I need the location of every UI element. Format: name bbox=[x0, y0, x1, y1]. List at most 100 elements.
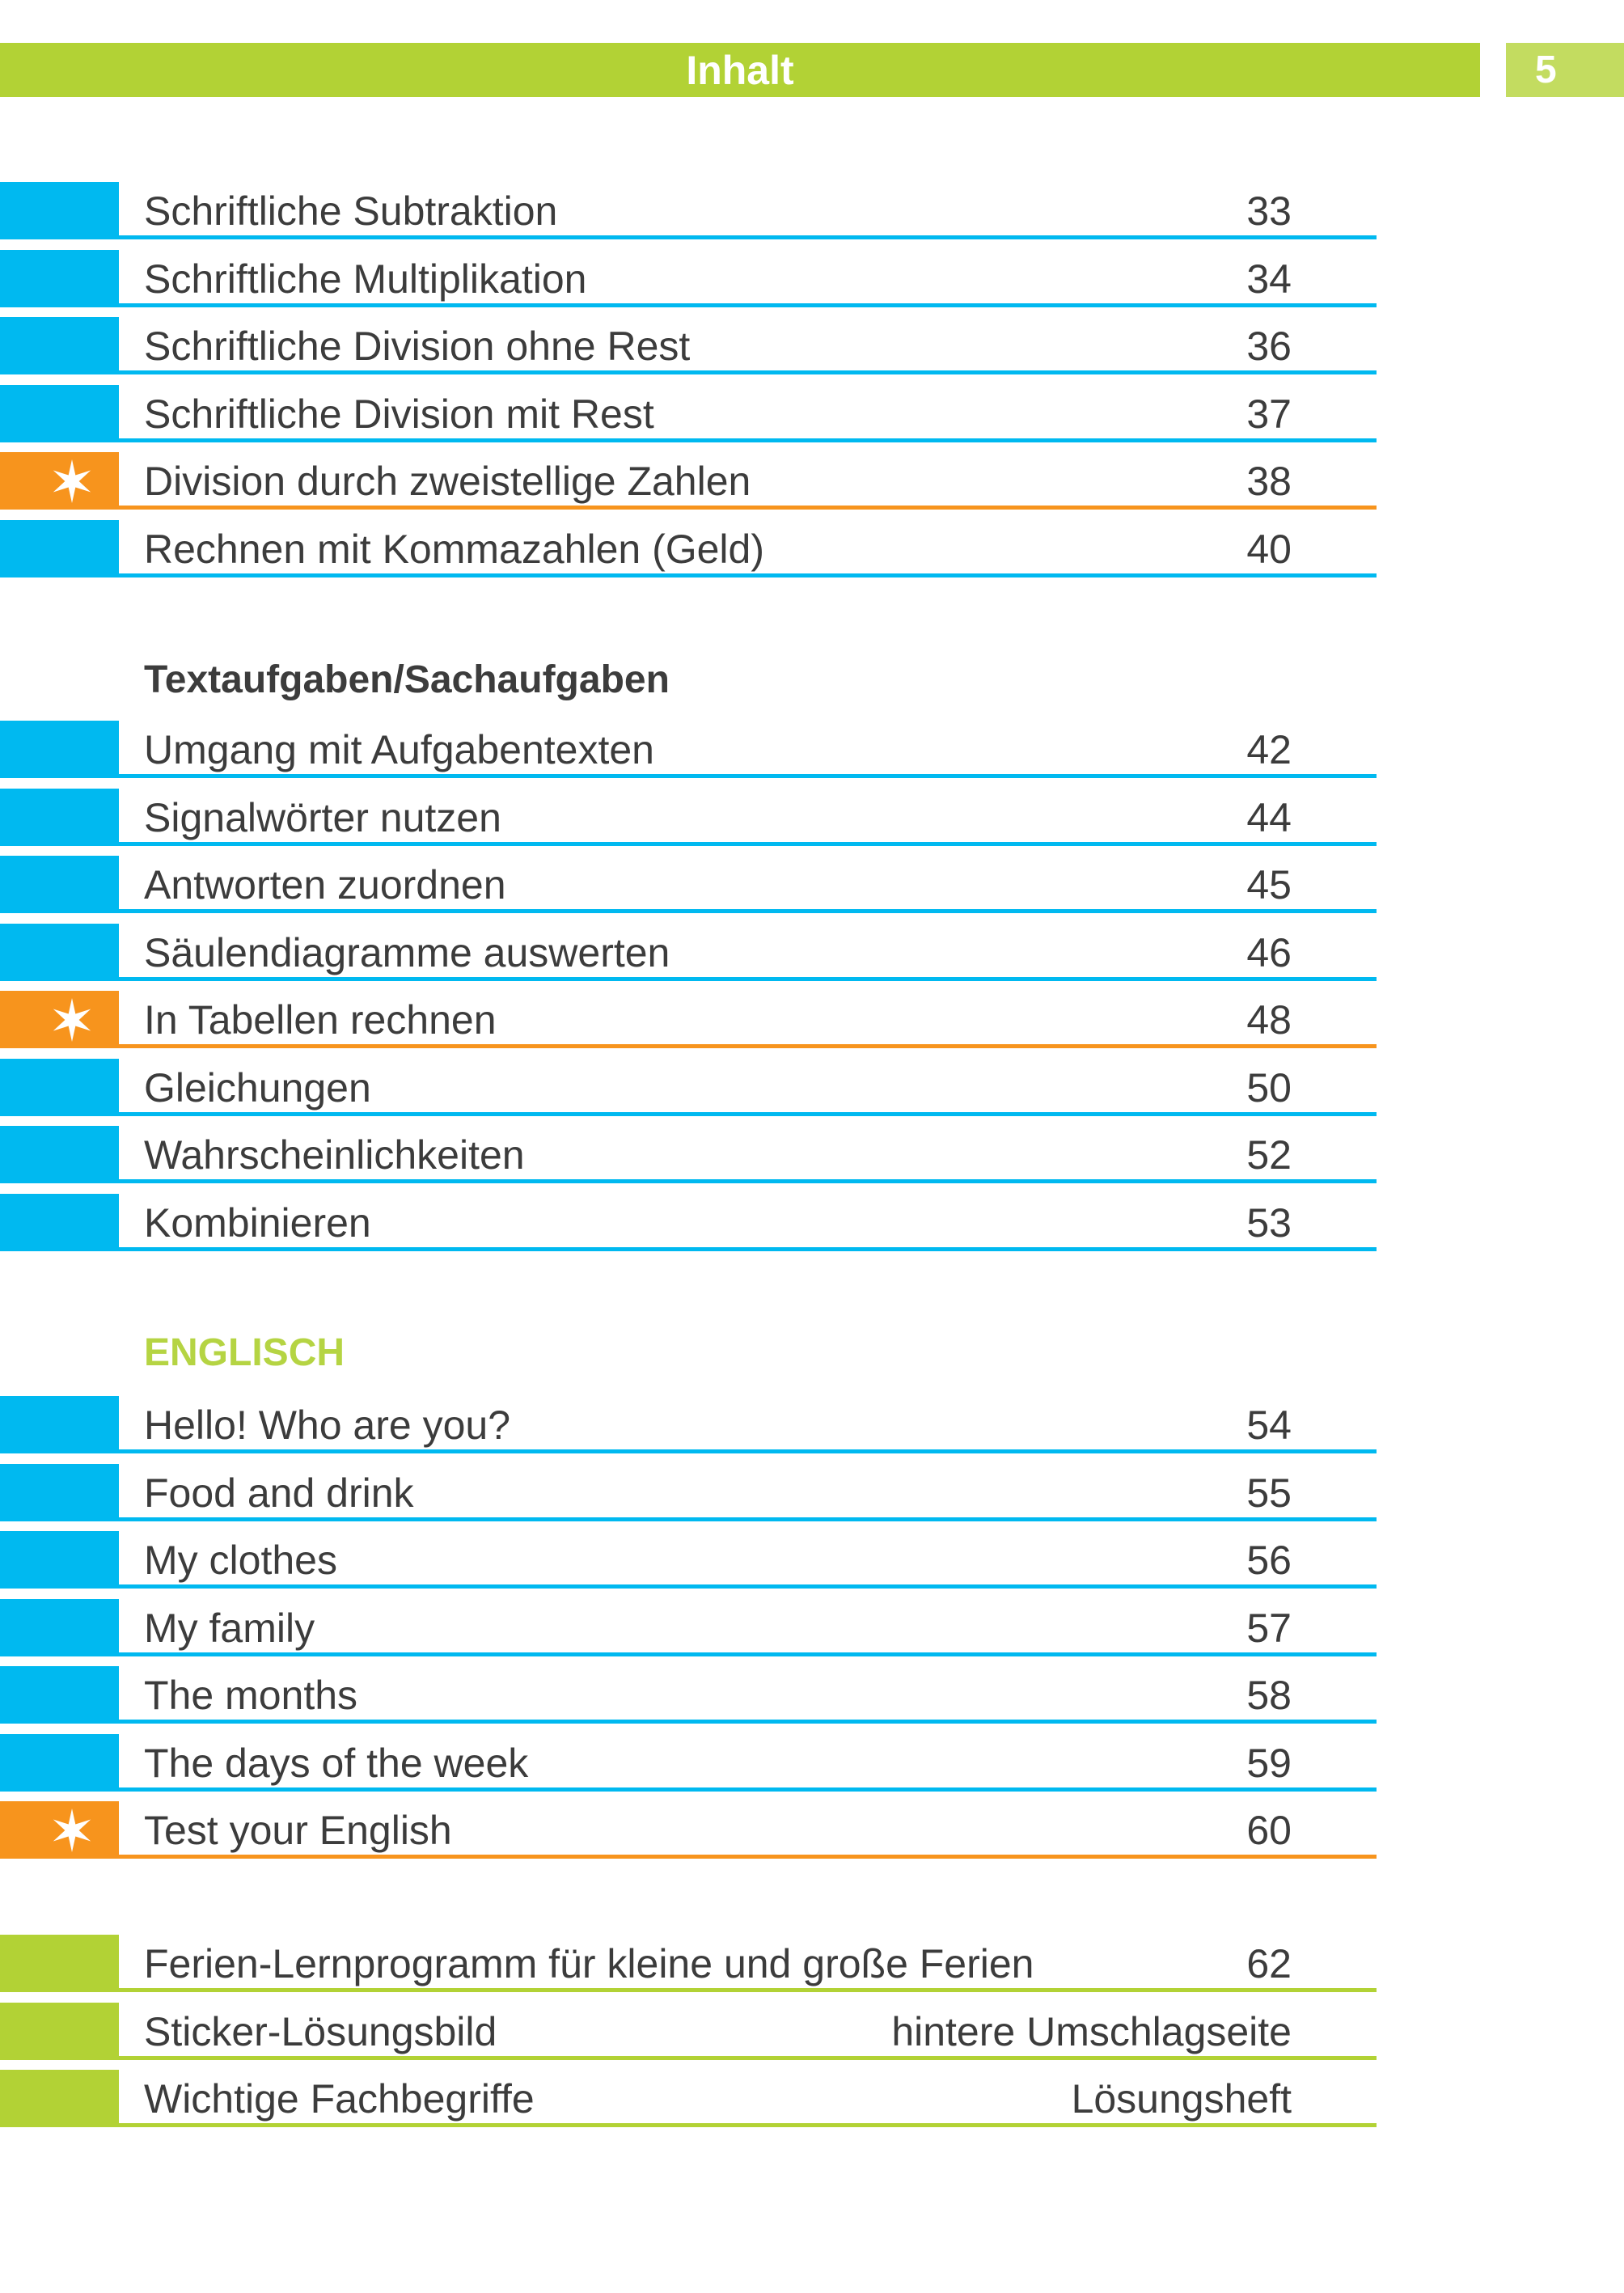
entry-page: 44 bbox=[1246, 794, 1292, 840]
entry-underline bbox=[119, 909, 1377, 913]
entry-title: Schriftliche Subtraktion bbox=[144, 188, 558, 234]
entry-page: 36 bbox=[1246, 324, 1292, 369]
toc-entry[interactable]: Umgang mit Aufgabentexten 42 bbox=[0, 721, 1377, 778]
entry-title: Schriftliche Division ohne Rest bbox=[144, 324, 691, 369]
entry-page: 58 bbox=[1246, 1673, 1292, 1718]
toc-entry-starred[interactable]: Test your English 60 bbox=[0, 1801, 1377, 1859]
entry-marker bbox=[0, 991, 119, 1048]
toc-entry[interactable]: Schriftliche Multiplikation 34 bbox=[0, 249, 1377, 307]
entry-title: Sticker-Lösungsbild bbox=[144, 2008, 497, 2054]
entry-title: Ferien-Lernprogramm für kleine und große… bbox=[144, 1941, 1034, 1986]
toc-entry[interactable]: Food and drink 55 bbox=[0, 1463, 1377, 1521]
entry-marker bbox=[0, 1463, 119, 1521]
toc-entry[interactable]: Sticker-Lösungsbild hintere Umschlagseit… bbox=[0, 2002, 1377, 2060]
entry-page: 37 bbox=[1246, 391, 1292, 437]
entry-underline bbox=[119, 1517, 1377, 1521]
toc-entry-starred[interactable]: In Tabellen rechnen 48 bbox=[0, 991, 1377, 1048]
toc-entry[interactable]: Schriftliche Division mit Rest 37 bbox=[0, 384, 1377, 442]
entry-marker bbox=[0, 1666, 119, 1724]
toc-entry[interactable]: Schriftliche Division ohne Rest 36 bbox=[0, 317, 1377, 374]
entry-title: Wahrscheinlichkeiten bbox=[144, 1132, 525, 1178]
entry-marker bbox=[0, 1058, 119, 1116]
entry-page: 53 bbox=[1246, 1199, 1292, 1246]
entry-underline bbox=[119, 2055, 1377, 2060]
toc-section-arithmetic: Schriftliche Subtraktion 33 Schriftliche… bbox=[0, 182, 1377, 587]
entry-underline bbox=[119, 1787, 1377, 1792]
section-heading-englisch: ENGLISCH bbox=[144, 1331, 345, 1374]
toc-entry[interactable]: Ferien-Lernprogramm für kleine und große… bbox=[0, 1935, 1377, 1992]
toc-entry[interactable]: Wichtige Fachbegriffe Lösungsheft bbox=[0, 2070, 1377, 2127]
toc-entry[interactable]: The months 58 bbox=[0, 1666, 1377, 1724]
entry-underline bbox=[119, 2123, 1377, 2127]
toc-entry[interactable]: Signalwörter nutzen 44 bbox=[0, 788, 1377, 846]
entry-marker bbox=[0, 788, 119, 846]
entry-marker bbox=[0, 1733, 119, 1792]
toc-entry[interactable]: Säulendiagramme auswerten 46 bbox=[0, 923, 1377, 981]
entry-underline bbox=[119, 235, 1377, 239]
toc-entry[interactable]: My clothes 56 bbox=[0, 1531, 1377, 1589]
entry-underline bbox=[119, 1179, 1377, 1183]
entry-underline bbox=[119, 1584, 1377, 1589]
toc-entry[interactable]: Schriftliche Subtraktion 33 bbox=[0, 182, 1377, 239]
entry-underline bbox=[119, 1449, 1377, 1453]
toc-entry[interactable]: Kombinieren 53 bbox=[0, 1193, 1377, 1251]
entry-page: 57 bbox=[1246, 1605, 1292, 1651]
entry-marker bbox=[0, 1531, 119, 1589]
entry-marker bbox=[0, 856, 119, 913]
entry-title: Schriftliche Multiplikation bbox=[144, 256, 587, 302]
entry-page: 34 bbox=[1246, 256, 1292, 302]
entry-underline bbox=[119, 370, 1377, 374]
entry-underline bbox=[119, 1652, 1377, 1656]
entry-title: Schriftliche Division mit Rest bbox=[144, 391, 654, 437]
entry-underline bbox=[119, 1246, 1377, 1251]
entry-marker bbox=[0, 1193, 119, 1251]
entry-underline bbox=[119, 506, 1377, 510]
entry-title: Division durch zweistellige Zahlen bbox=[144, 459, 751, 504]
entry-page: 59 bbox=[1246, 1740, 1292, 1786]
toc-entry[interactable]: Rechnen mit Kommazahlen (Geld) 40 bbox=[0, 519, 1377, 577]
star-icon bbox=[53, 1808, 91, 1852]
entry-marker bbox=[0, 249, 119, 307]
entry-title: My clothes bbox=[144, 1538, 337, 1583]
toc-entry[interactable]: Wahrscheinlichkeiten 52 bbox=[0, 1126, 1377, 1183]
entry-page: 56 bbox=[1246, 1538, 1292, 1583]
toc-entry[interactable]: My family 57 bbox=[0, 1598, 1377, 1656]
toc-entry[interactable]: Gleichungen 50 bbox=[0, 1058, 1377, 1116]
entry-marker bbox=[0, 452, 119, 510]
toc-entry[interactable]: The days of the week 59 bbox=[0, 1733, 1377, 1792]
entry-page: 55 bbox=[1246, 1470, 1292, 1516]
entry-marker bbox=[0, 2070, 119, 2127]
toc-entry-starred[interactable]: Division durch zweistellige Zahlen 38 bbox=[0, 452, 1377, 510]
header-bar: Inhalt bbox=[0, 43, 1480, 97]
entry-page: 52 bbox=[1246, 1132, 1292, 1178]
toc-section-textaufgaben: Umgang mit Aufgabentexten 42 Signalwörte… bbox=[0, 721, 1377, 1261]
entry-page: 48 bbox=[1246, 997, 1292, 1043]
entry-title: Test your English bbox=[144, 1808, 452, 1853]
entry-underline bbox=[119, 1044, 1377, 1048]
toc-section-extras: Ferien-Lernprogramm für kleine und große… bbox=[0, 1935, 1377, 2138]
entry-page: 33 bbox=[1246, 188, 1292, 234]
entry-page: 60 bbox=[1246, 1808, 1292, 1853]
toc-entry[interactable]: Hello! Who are you? 54 bbox=[0, 1396, 1377, 1453]
page-number: 5 bbox=[1535, 49, 1557, 91]
toc-entry[interactable]: Antworten zuordnen 45 bbox=[0, 856, 1377, 913]
star-icon bbox=[53, 459, 91, 503]
entry-marker bbox=[0, 2002, 119, 2060]
entry-page: 46 bbox=[1246, 929, 1292, 975]
entry-underline bbox=[119, 1988, 1377, 1992]
entry-title: Food and drink bbox=[144, 1470, 414, 1516]
entry-title: The days of the week bbox=[144, 1740, 529, 1786]
entry-underline bbox=[119, 841, 1377, 846]
entry-marker bbox=[0, 923, 119, 981]
entry-page: 62 bbox=[1246, 1941, 1292, 1986]
entry-underline bbox=[119, 438, 1377, 442]
section-heading-textaufgaben: Textaufgaben/Sachaufgaben bbox=[144, 658, 670, 701]
entry-marker bbox=[0, 384, 119, 442]
entry-underline bbox=[119, 976, 1377, 981]
entry-marker bbox=[0, 1126, 119, 1183]
entry-marker bbox=[0, 1598, 119, 1656]
entry-page: 45 bbox=[1246, 862, 1292, 907]
entry-marker bbox=[0, 182, 119, 239]
entry-page: 42 bbox=[1246, 727, 1292, 772]
entry-underline bbox=[119, 774, 1377, 778]
